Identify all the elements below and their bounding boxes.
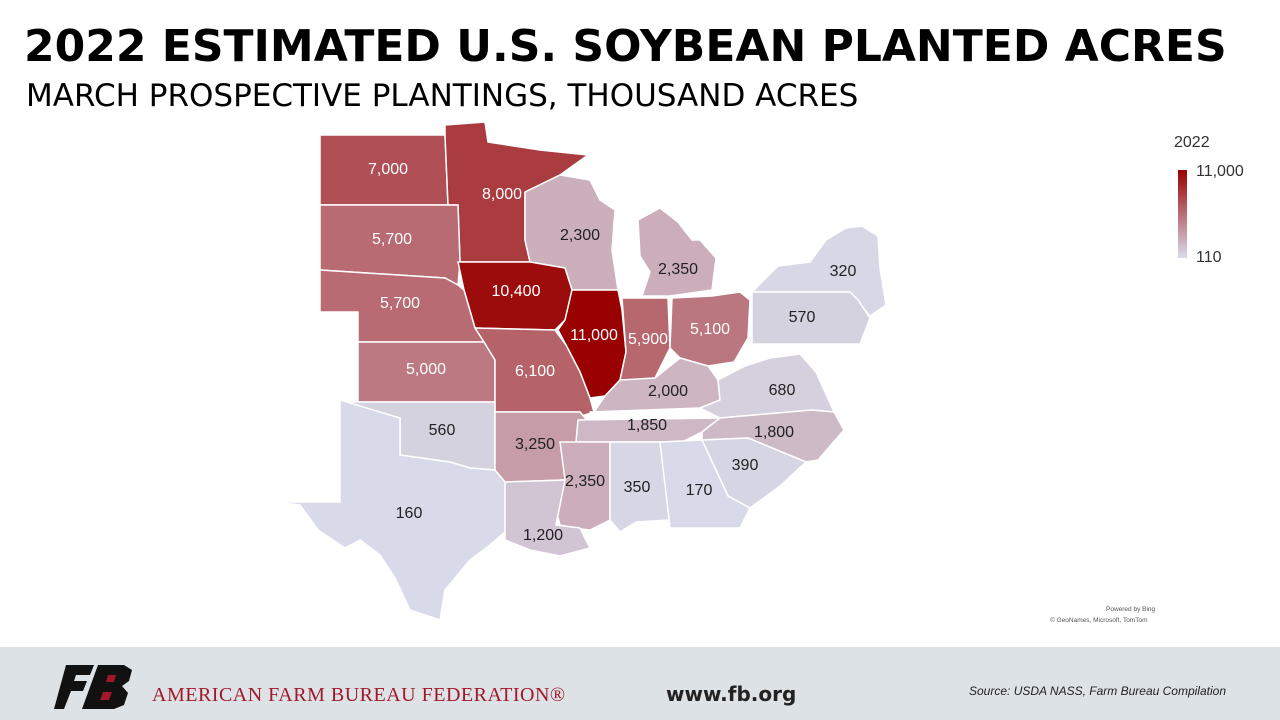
state-value-label-la: 1,200 bbox=[523, 527, 563, 544]
state-value-label-pa: 570 bbox=[789, 309, 816, 326]
state-value-label-nc: 1,800 bbox=[754, 424, 794, 441]
state-value-label-tn: 1,850 bbox=[627, 417, 667, 434]
source-note: Source: USDA NASS, Farm Bureau Compilati… bbox=[969, 684, 1226, 698]
legend-title: 2022 bbox=[1174, 134, 1210, 151]
state-value-label-mo: 6,100 bbox=[515, 363, 555, 380]
state-shape-pa[interactable] bbox=[751, 291, 871, 345]
state-shape-mi[interactable] bbox=[637, 207, 717, 297]
legend-min-label: 110 bbox=[1196, 249, 1222, 266]
state-value-label-mn: 8,000 bbox=[482, 186, 522, 203]
map-credit-bing: Powered by Bing bbox=[1106, 606, 1156, 613]
state-value-label-al: 350 bbox=[624, 479, 651, 496]
state-value-label-wi: 2,300 bbox=[560, 227, 600, 244]
organization-name: AMERICAN FARM BUREAU FEDERATION® bbox=[152, 684, 566, 706]
state-value-label-in: 5,900 bbox=[628, 331, 668, 348]
state-shape-tx[interactable] bbox=[274, 399, 506, 621]
state-value-label-nd: 7,000 bbox=[368, 161, 408, 178]
state-shape-wi[interactable] bbox=[524, 174, 619, 291]
footer-bar bbox=[0, 647, 1280, 720]
state-shape-mo[interactable] bbox=[474, 327, 595, 417]
page-subtitle: MARCH PROSPECTIVE PLANTINGS, THOUSAND AC… bbox=[26, 78, 859, 114]
state-value-label-ms: 2,350 bbox=[565, 473, 605, 490]
state-shape-oh[interactable] bbox=[669, 291, 751, 367]
state-choropleth-map: 7,000 8,000 5,700 2,300 2,350 320 10,400 5,700 1… bbox=[274, 121, 887, 621]
state-value-label-ok: 560 bbox=[429, 422, 456, 439]
legend-color-scale bbox=[1178, 170, 1187, 258]
state-value-label-oh: 5,100 bbox=[690, 321, 730, 338]
state-shape-nc[interactable] bbox=[701, 409, 845, 463]
state-shape-tn[interactable] bbox=[575, 417, 721, 443]
state-value-label-va: 680 bbox=[769, 382, 796, 399]
state-value-label-tx: 160 bbox=[396, 505, 423, 522]
state-value-label-ne: 5,700 bbox=[380, 295, 420, 312]
state-value-label-mi: 2,350 bbox=[658, 261, 698, 278]
state-value-label-sc: 390 bbox=[732, 457, 759, 474]
website-link[interactable]: www.fb.org bbox=[666, 682, 797, 706]
state-shape-il[interactable] bbox=[557, 289, 627, 399]
state-shape-la[interactable] bbox=[504, 479, 591, 557]
state-value-label-ga: 170 bbox=[686, 482, 713, 499]
state-value-label-ia: 10,400 bbox=[492, 283, 541, 300]
fb-logo-icon bbox=[54, 665, 132, 709]
state-value-label-ky: 2,000 bbox=[648, 383, 688, 400]
state-value-label-ks: 5,000 bbox=[406, 361, 446, 378]
state-value-label-ny: 320 bbox=[830, 263, 857, 280]
legend-max-label: 11,000 bbox=[1196, 163, 1244, 180]
state-shape-ga[interactable] bbox=[659, 439, 751, 529]
state-value-label-il: 11,000 bbox=[570, 327, 618, 344]
map-credit-providers: © GeoNames, Microsoft, TomTom bbox=[1050, 617, 1148, 624]
state-value-label-ar: 3,250 bbox=[515, 436, 555, 453]
state-value-label-sd: 5,700 bbox=[372, 231, 412, 248]
page-title: 2022 ESTIMATED U.S. SOYBEAN PLANTED ACRE… bbox=[24, 21, 1227, 72]
